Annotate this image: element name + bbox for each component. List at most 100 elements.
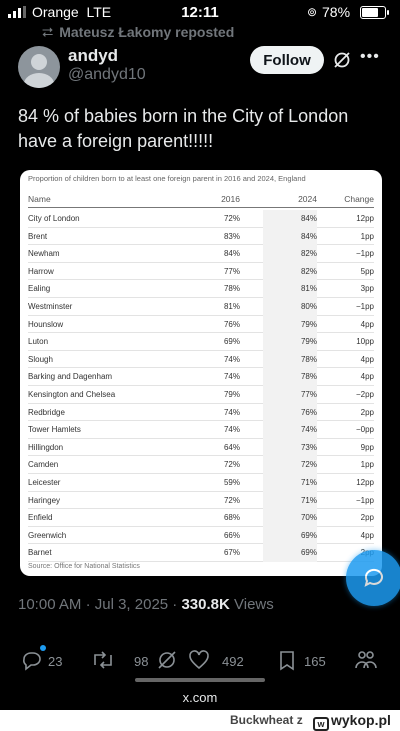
cell-change: −0pp	[355, 425, 374, 435]
rotation-lock-icon: ⊚	[307, 5, 318, 19]
cell-change: −1pp	[355, 301, 374, 311]
cell-change: 4pp	[360, 530, 374, 540]
cell-change: 1pp	[360, 231, 374, 241]
share-icon	[355, 651, 377, 669]
floating-chat-button[interactable]	[346, 550, 400, 606]
cell-name: Haringey	[28, 495, 61, 505]
attached-table-image[interactable]: Proportion of children born to at least …	[20, 170, 382, 576]
table-row: Westminster 81% 80% −1pp	[28, 297, 374, 316]
more-options-icon[interactable]: •••	[360, 48, 380, 65]
battery-fill	[362, 8, 379, 17]
cell-2016: 77%	[223, 266, 240, 276]
cell-2024: 71%	[263, 491, 317, 510]
cell-2016: 79%	[223, 389, 240, 399]
cell-change: 2pp	[360, 407, 374, 417]
cell-2024: 77%	[263, 385, 317, 404]
cell-2016: 72%	[223, 214, 240, 223]
cell-2016: 59%	[223, 477, 240, 487]
cell-2024: 78%	[263, 350, 317, 369]
header-name: Name	[28, 194, 51, 204]
reply-button[interactable]: 23	[20, 645, 80, 675]
cell-name: Kensington and Chelsea	[28, 389, 116, 399]
cell-name: City of London	[28, 214, 80, 223]
battery-percent: 78%	[322, 4, 351, 20]
table-title: Proportion of children born to at least …	[28, 174, 306, 183]
cell-change: 10pp	[356, 337, 374, 347]
like-button[interactable]: 492	[188, 645, 268, 675]
status-bar: Orange LTE 12:11 ⊚ 78%	[0, 0, 400, 24]
carrier-name: Orange	[32, 4, 79, 20]
cell-2016: 83%	[223, 231, 240, 241]
follow-button[interactable]: Follow	[250, 46, 324, 74]
repost-small-icon: ⮂	[42, 24, 54, 40]
author-handle[interactable]: @andyd10	[68, 66, 146, 83]
avatar[interactable]	[18, 46, 60, 88]
heart-icon	[189, 650, 209, 670]
grok-action-button[interactable]	[156, 645, 182, 675]
network-type: LTE	[86, 4, 112, 20]
table-row: Newham 84% 82% −1pp	[28, 245, 374, 263]
cell-2024: 79%	[263, 315, 317, 334]
cell-2016: 74%	[223, 407, 240, 417]
header-2024: 2024	[298, 194, 317, 204]
repost-indicator[interactable]: ⮂ Mateusz Łakomy reposted	[42, 24, 234, 41]
cell-2016: 76%	[223, 319, 240, 329]
repost-count: 98	[134, 654, 149, 669]
table-source: Source: Office for National Statistics	[28, 563, 140, 570]
watermark-suffix: z	[296, 713, 303, 727]
cell-2016: 66%	[223, 530, 240, 540]
cell-change: 12pp	[356, 214, 374, 223]
cell-2016: 84%	[223, 249, 240, 259]
table-row: Hillingdon 64% 73% 9pp	[28, 438, 374, 457]
reply-icon	[23, 652, 41, 671]
table-row: Greenwich 66% 69% 4pp	[28, 526, 374, 545]
table-row: Tower Hamlets 74% 74% −0pp	[28, 421, 374, 439]
cell-2016: 81%	[223, 301, 240, 311]
battery-icon	[360, 6, 389, 19]
notification-dot	[40, 645, 46, 651]
watermark-site: wykop.pl	[331, 712, 391, 728]
cell-2024: 69%	[263, 544, 317, 562]
cell-2016: 72%	[223, 460, 240, 470]
grok-icon[interactable]	[332, 50, 352, 70]
cell-name: Hounslow	[28, 319, 64, 329]
action-bar: 23 98 492 165	[0, 645, 400, 675]
cell-name: Enfield	[28, 513, 53, 523]
table-row: Kensington and Chelsea 79% 77% −2pp	[28, 385, 374, 404]
share-button[interactable]	[354, 645, 384, 675]
table-row: Slough 74% 78% 4pp	[28, 350, 374, 369]
cell-name: Leicester	[28, 477, 61, 487]
cell-2024: 76%	[263, 403, 317, 422]
cell-2024: 80%	[263, 297, 317, 316]
signal-icon	[8, 6, 26, 18]
table-row: Camden 72% 72% 1pp	[28, 456, 374, 474]
bookmark-button[interactable]: 165	[276, 645, 346, 675]
cell-2016: 68%	[223, 513, 240, 523]
table-row: City of London 72% 84% 12pp	[28, 210, 374, 228]
repost-button[interactable]: 98	[90, 645, 150, 675]
cell-2024: 74%	[263, 421, 317, 439]
table-row: Harrow 77% 82% 5pp	[28, 262, 374, 281]
cell-name: Newham	[28, 249, 60, 259]
cell-change: 4pp	[360, 319, 374, 329]
repost-text: Mateusz Łakomy reposted	[59, 24, 235, 40]
cell-name: Barking and Dagenham	[28, 372, 113, 382]
grok-action-icon	[158, 651, 176, 669]
views-label: Views	[234, 596, 274, 613]
cell-change: 4pp	[360, 354, 374, 364]
author-display-name[interactable]: andyd	[68, 46, 119, 65]
cell-change: 9pp	[360, 442, 374, 452]
cell-name: Tower Hamlets	[28, 425, 81, 435]
cell-2024: 78%	[263, 368, 317, 386]
cell-2016: 78%	[223, 284, 240, 294]
cell-name: Barnet	[28, 548, 52, 558]
cell-2024: 84%	[263, 227, 317, 246]
url-bar[interactable]: x.com	[182, 690, 218, 705]
cell-name: Ealing	[28, 284, 51, 294]
cell-2016: 72%	[223, 495, 240, 505]
cell-name: Westminster	[28, 301, 73, 311]
home-indicator	[135, 678, 265, 682]
cell-change: 4pp	[360, 372, 374, 382]
cell-2024: 82%	[263, 245, 317, 263]
